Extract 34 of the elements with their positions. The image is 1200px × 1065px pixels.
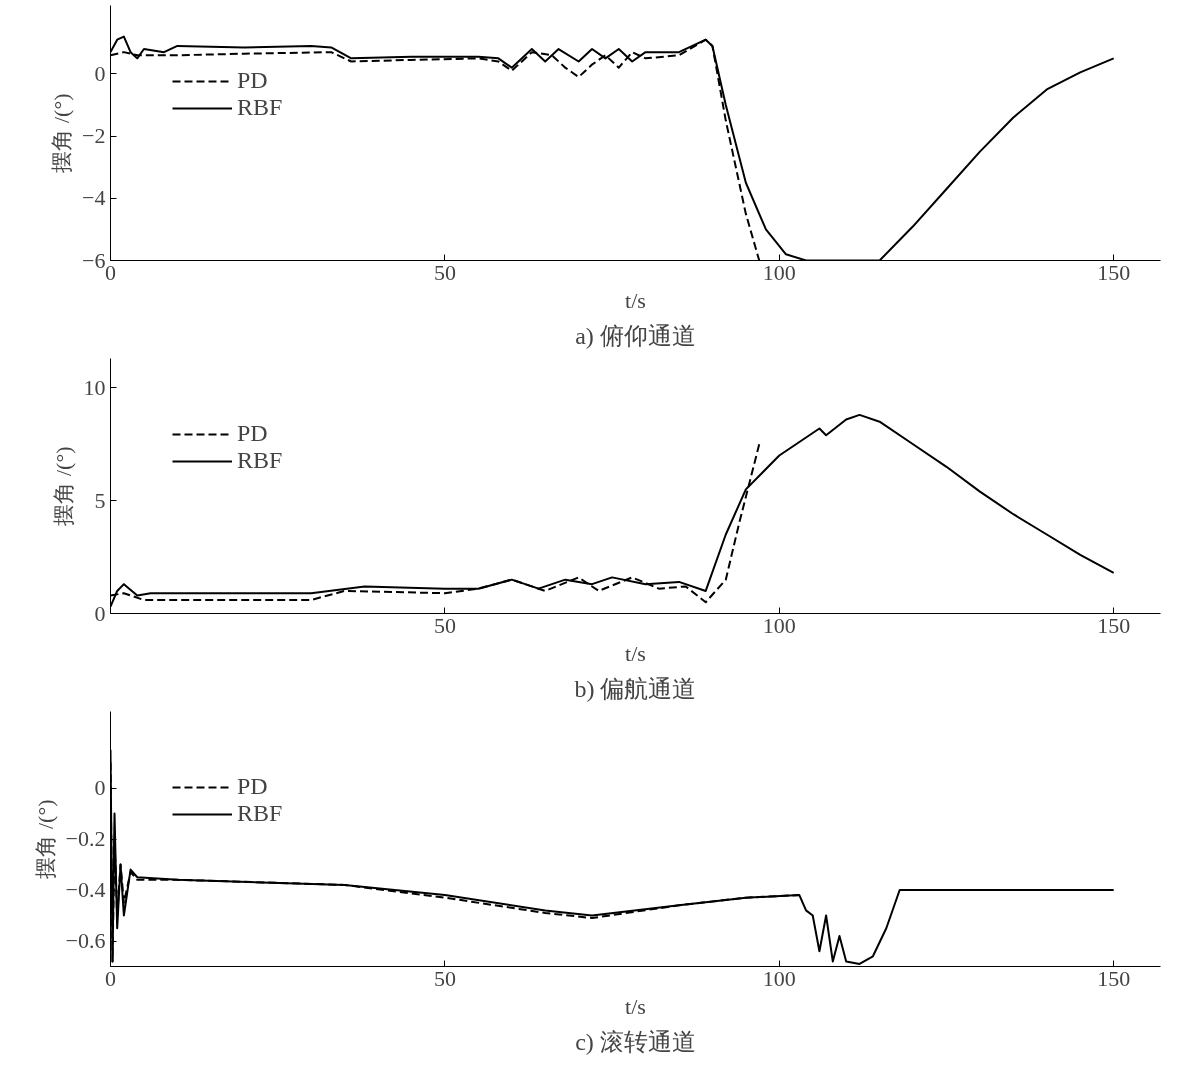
y-tick-label: −4: [82, 185, 106, 211]
text: c) 滚转通道: [575, 1028, 696, 1055]
x-tick-label: 50: [433, 259, 456, 285]
y-tick-label: −0.4: [65, 877, 106, 902]
x-axis-title: t/s: [625, 993, 646, 1019]
legend-label: PD: [237, 67, 268, 94]
x-tick-label: 100: [762, 612, 796, 638]
y-tick-label: −0.2: [65, 826, 106, 851]
text: b) 偏航通道: [574, 675, 697, 702]
x-tick-label: 150: [1097, 259, 1131, 285]
x-tick-label: 150: [1097, 612, 1131, 638]
y-tick-label: −6: [82, 247, 106, 273]
y-tick-label: −0.6: [65, 928, 106, 953]
x-tick-label: 50: [433, 612, 456, 638]
y-axis-title: 摆角 /(°): [32, 799, 58, 879]
text: a) 俯仰通道: [575, 322, 696, 349]
y-tick-label: 0: [94, 775, 106, 800]
y-axis-title: 摆角 /(°): [50, 446, 76, 526]
x-tick-label: 50: [433, 965, 456, 991]
legend-label: PD: [237, 773, 268, 800]
y-axis-title: 摆角 /(°): [49, 93, 75, 173]
legend-label: RBF: [237, 94, 283, 121]
legend-label: RBF: [237, 447, 283, 474]
y-tick-label: −2: [82, 123, 106, 149]
y-tick-label: 10: [83, 374, 106, 400]
x-tick-label: 100: [762, 965, 796, 991]
x-axis-title: t/s: [625, 287, 646, 313]
x-tick-label: 150: [1097, 965, 1131, 991]
legend-label: PD: [237, 420, 268, 447]
x-axis-title: t/s: [625, 640, 646, 666]
y-tick-label: 5: [94, 487, 106, 513]
legend-label: RBF: [237, 800, 283, 827]
x-tick-label: 100: [762, 259, 796, 285]
y-tick-label: 0: [94, 60, 106, 86]
